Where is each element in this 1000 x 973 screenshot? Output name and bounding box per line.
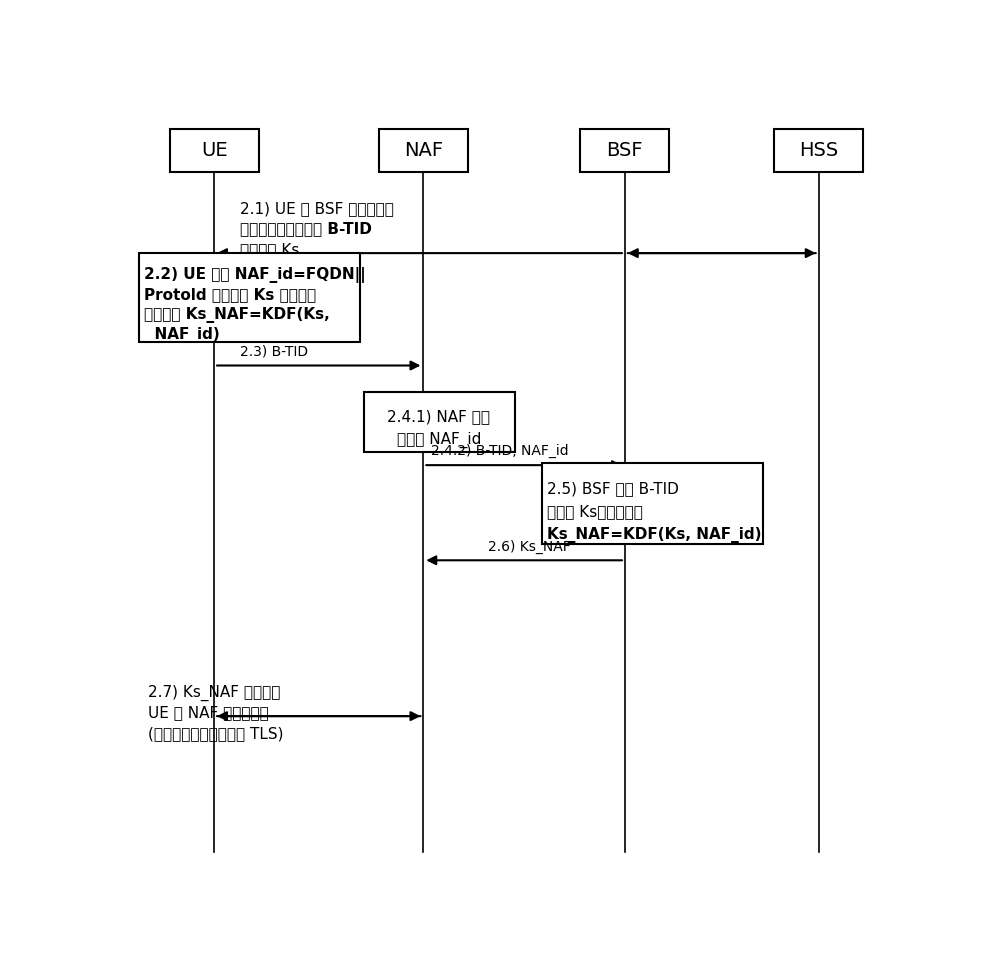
Bar xyxy=(580,128,669,172)
Text: Protold 从主密鑰 Ks 得出应用: Protold 从主密鑰 Ks 得出应用 xyxy=(144,287,316,302)
Bar xyxy=(379,128,468,172)
Text: 2.5) BSF 使用 B-TID: 2.5) BSF 使用 B-TID xyxy=(547,482,679,496)
Text: BSF: BSF xyxy=(607,141,643,160)
Text: (例如使用预先共享密鑰 TLS): (例如使用预先共享密鑰 TLS) xyxy=(148,727,284,741)
Bar xyxy=(139,253,360,342)
Text: 2.7) Ks_NAF 用来保护: 2.7) Ks_NAF 用来保护 xyxy=(148,685,281,701)
Text: 2.3) B-TID: 2.3) B-TID xyxy=(240,344,308,358)
Text: Ks_NAF=KDF(Ks, NAF_id): Ks_NAF=KDF(Ks, NAF_id) xyxy=(547,526,762,543)
Text: HSS: HSS xyxy=(799,141,838,160)
Bar xyxy=(774,128,863,172)
Text: 2.1) UE 与 BSF 进行引导，: 2.1) UE 与 BSF 进行引导， xyxy=(240,200,394,216)
Text: UE 与 NAF 之间的通信: UE 与 NAF 之间的通信 xyxy=(148,705,269,721)
Text: 和验证 NAF_id: 和验证 NAF_id xyxy=(397,431,481,448)
Text: 来查找 Ks，并且得出: 来查找 Ks，并且得出 xyxy=(547,504,643,520)
Text: NAF: NAF xyxy=(404,141,443,160)
Text: 2.4.2) B-TID, NAF_id: 2.4.2) B-TID, NAF_id xyxy=(431,444,569,457)
Bar xyxy=(364,392,515,451)
Text: NAF_id): NAF_id) xyxy=(144,327,220,343)
Text: 2.4.1) NAF 确定: 2.4.1) NAF 确定 xyxy=(387,409,490,424)
Text: 和主密鑰 Ks: 和主密鑰 Ks xyxy=(240,242,299,258)
Bar xyxy=(170,128,259,172)
Bar xyxy=(542,463,763,544)
Text: 2.6) Ks_NAF: 2.6) Ks_NAF xyxy=(488,539,570,554)
Text: 并且得到临时标识符 B-TID: 并且得到临时标识符 B-TID xyxy=(240,222,372,236)
Text: 2.2) UE 使用 NAF_id=FQDN||: 2.2) UE 使用 NAF_id=FQDN|| xyxy=(144,267,366,282)
Text: UE: UE xyxy=(201,141,227,160)
Text: 特定密鑰 Ks_NAF=KDF(Ks,: 特定密鑰 Ks_NAF=KDF(Ks, xyxy=(144,307,330,323)
